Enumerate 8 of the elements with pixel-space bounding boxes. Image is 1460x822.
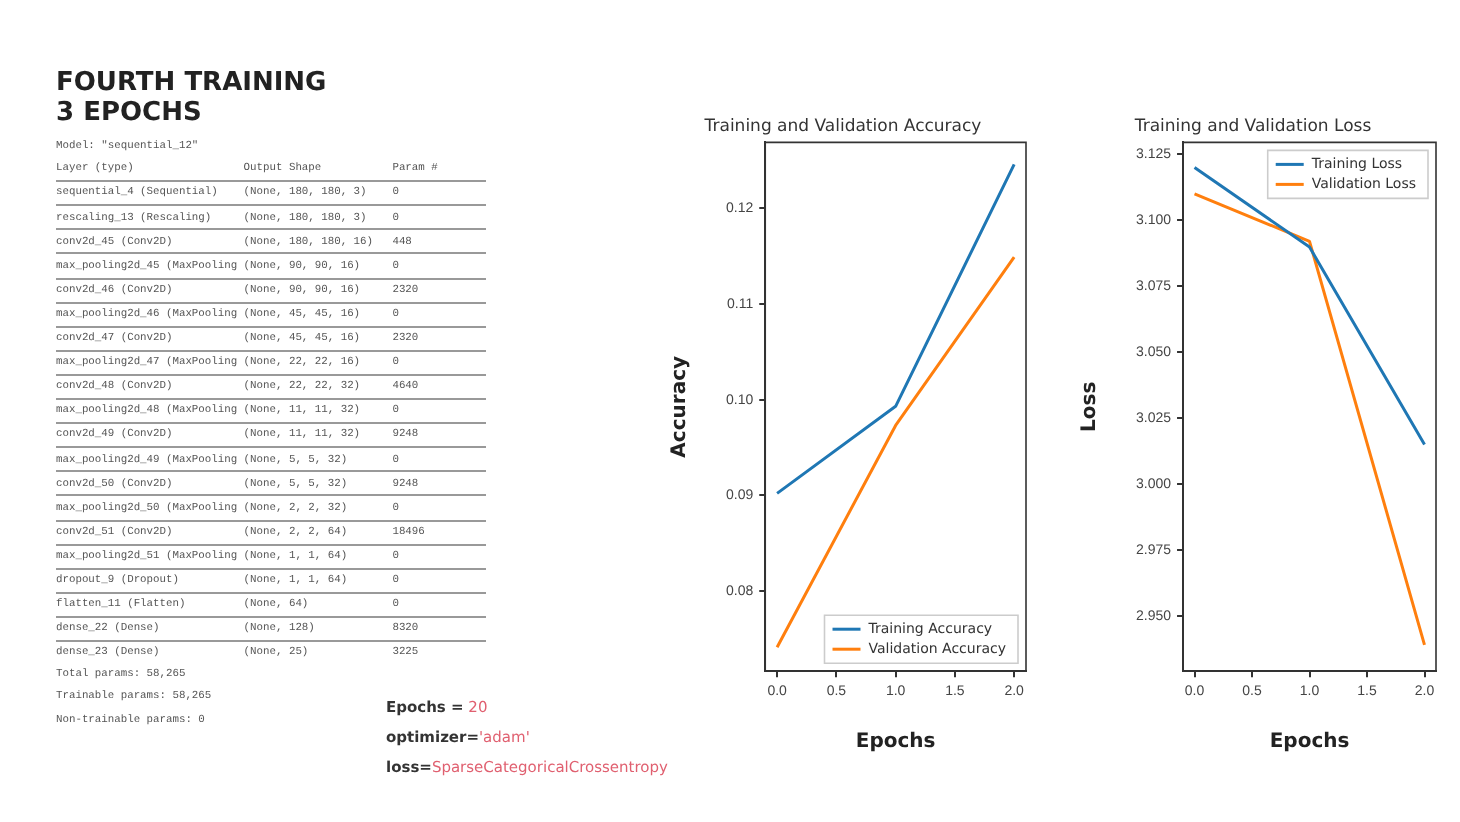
chart-title: Training and Validation Accuracy — [702, 116, 982, 137]
text: 3 EPOCHS — [56, 98, 204, 128]
y-axis-title: Accuracy — [669, 355, 692, 458]
chart-title: Training and Validation Loss — [1132, 116, 1373, 137]
text: FOURTH TRAINING — [56, 68, 329, 98]
x-axis-title: Epochs — [1269, 731, 1350, 754]
y-axis-title: Loss — [1079, 381, 1102, 432]
x-axis-title: Epochs — [855, 731, 936, 754]
